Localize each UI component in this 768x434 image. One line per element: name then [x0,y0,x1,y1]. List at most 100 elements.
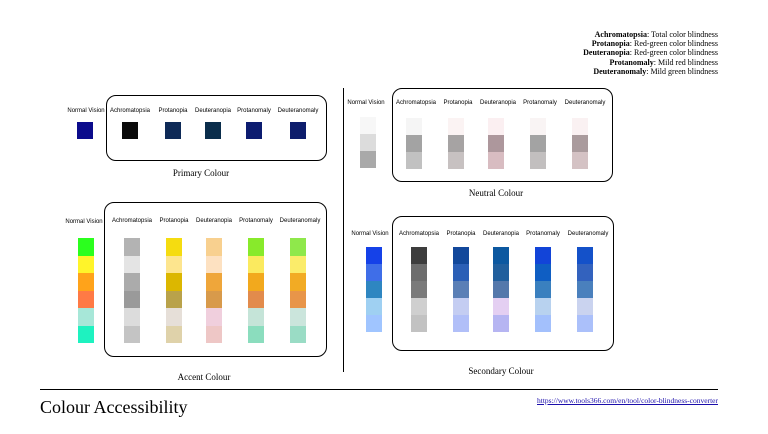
color-swatch [448,152,464,169]
header-deuteranomaly: Deuteranomaly [277,108,319,114]
neutral-deuteranomaly-column [572,118,588,169]
accent-achromatopsia-column [124,238,140,343]
secondary-box [392,216,614,351]
secondary-achromatopsia-column [411,247,427,332]
color-swatch [290,122,306,139]
color-swatch [248,290,264,308]
primary-protanopia-column [165,122,181,139]
header-protanopia: Protanopia [443,100,473,106]
color-swatch [205,122,221,139]
color-swatch [206,325,222,343]
header-achromatopsia: Achromatopsia [109,108,151,114]
color-swatch [366,264,382,281]
accent-deuteranopia-column [206,238,222,343]
secondary-deuteranopia-column [493,247,509,332]
secondary-normal-column [366,247,382,332]
color-swatch [493,264,509,281]
secondary-title: Secondary Colour [468,366,534,376]
accent-protanomaly-column [248,238,264,343]
color-swatch [411,315,427,332]
color-swatch [166,308,182,326]
primary-achromatopsia-column [122,122,138,139]
neutral-box [392,88,613,182]
header-protanopia: Protanopia [158,108,188,114]
color-swatch [535,247,551,264]
neutral-achromatopsia-column [406,118,422,169]
color-swatch [535,264,551,281]
header-deuteranopia: Deuteranopia [482,231,520,237]
color-swatch [206,308,222,326]
color-swatch [453,264,469,281]
color-swatch [248,325,264,343]
color-swatch [360,117,376,134]
color-swatch [122,122,138,139]
legend-item: Deuteranopia: Red-green color blindness [583,48,718,58]
accent-box [104,202,327,357]
neutral-deuteranopia-column [488,118,504,169]
color-swatch [290,273,306,291]
color-swatch [78,325,94,343]
color-swatch [453,298,469,315]
color-swatch [535,315,551,332]
color-swatch [124,308,140,326]
color-swatch [78,238,94,256]
header-deuteranomaly: Deuteranomaly [564,100,606,106]
color-swatch [453,315,469,332]
header-normal: Normal Vision [65,219,103,225]
color-swatch [453,247,469,264]
color-swatch [206,273,222,291]
vertical-divider [343,88,344,372]
header-protanomaly: Protanomaly [526,231,560,237]
color-swatch [577,247,593,264]
header-protanomaly: Protanomaly [237,108,271,114]
legend-item: Deuteranomaly: Mild green blindness [593,66,718,76]
color-swatch [78,308,94,326]
header-achromatopsia: Achromatopsia [111,218,153,224]
color-swatch [411,281,427,298]
color-swatch [360,151,376,168]
color-swatch [166,290,182,308]
color-swatch [124,290,140,308]
color-swatch [290,255,306,273]
primary-title: Primary Colour [172,168,230,178]
color-swatch [572,135,588,152]
color-swatch [366,298,382,315]
color-swatch [77,122,93,139]
legend-item: Protanomaly: Mild red blindness [609,57,718,67]
color-swatch [572,152,588,169]
color-swatch [290,325,306,343]
header-deuteranopia: Deuteranopia [195,218,233,224]
color-swatch [406,152,422,169]
color-swatch [530,118,546,135]
header-achromatopsia: Achromatopsia [395,100,437,106]
color-swatch [488,118,504,135]
primary-box [106,95,327,161]
color-swatch [248,255,264,273]
secondary-deuteranomaly-column [577,247,593,332]
color-swatch [166,255,182,273]
accent-protanopia-column [166,238,182,343]
neutral-title: Neutral Colour [468,188,524,198]
color-swatch [78,255,94,273]
color-swatch [406,118,422,135]
source-link[interactable]: https://www.tools366.com/en/tool/color-b… [537,396,718,405]
primary-protanomaly-column [246,122,262,139]
secondary-protanomaly-column [535,247,551,332]
color-swatch [78,273,94,291]
color-swatch [366,247,382,264]
color-swatch [448,135,464,152]
primary-deuteranopia-column [205,122,221,139]
page-title: Colour Accessibility [40,397,188,417]
color-swatch [488,152,504,169]
color-swatch [493,315,509,332]
color-swatch [124,273,140,291]
header-normal: Normal Vision [347,100,385,106]
header-normal: Normal Vision [351,231,389,237]
color-swatch [577,264,593,281]
header-achromatopsia: Achromatopsia [398,231,440,237]
color-swatch [248,238,264,256]
color-swatch [453,281,469,298]
header-protanomaly: Protanomaly [523,100,557,106]
color-swatch [411,298,427,315]
legend-item: Achromatopsia: Total color blindness [594,30,718,39]
